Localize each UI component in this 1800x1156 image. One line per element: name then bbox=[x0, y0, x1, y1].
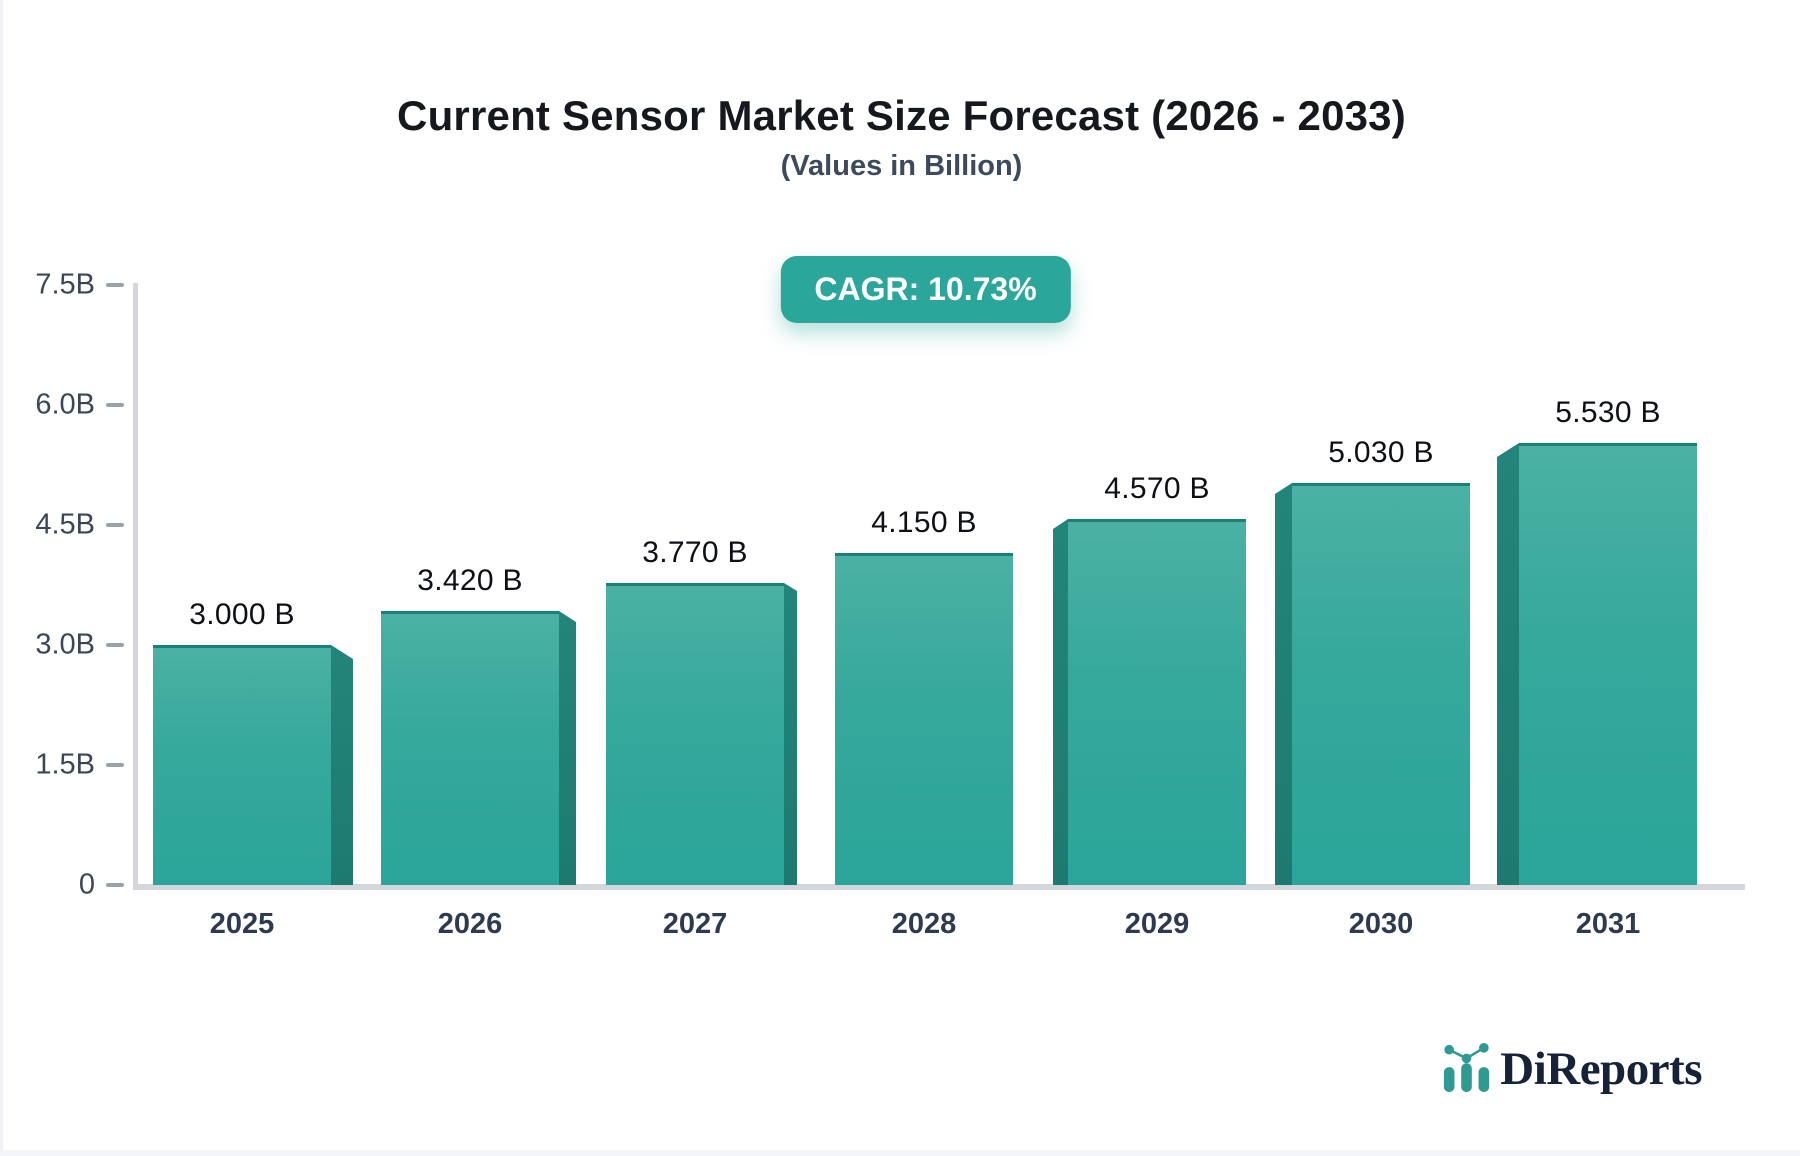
x-tick-label-2030: 2030 bbox=[1348, 908, 1414, 940]
y-tick-dash-4 bbox=[106, 763, 124, 767]
bar-value-label-2031: 5.530 B bbox=[1555, 396, 1661, 429]
bar-2028 bbox=[835, 553, 1013, 885]
bar-side-face-2030 bbox=[1275, 483, 1292, 885]
y-tick-dash-2 bbox=[106, 523, 124, 527]
bar-side-face-2026 bbox=[559, 611, 576, 885]
y-tick-dash-1 bbox=[106, 403, 124, 407]
y-tick-label-4: 1.5B bbox=[35, 748, 95, 781]
y-tick-dash-5 bbox=[106, 883, 124, 887]
cagr-badge: CAGR: 10.73% bbox=[780, 256, 1071, 323]
x-axis-line bbox=[133, 884, 1745, 890]
x-tick-label-2031: 2031 bbox=[1575, 908, 1641, 940]
brand-logo-text: DiReports bbox=[1500, 1043, 1702, 1095]
chart-subtitle: (Values in Billion) bbox=[780, 150, 1023, 182]
chart-title: Current Sensor Market Size Forecast (202… bbox=[397, 92, 1406, 139]
x-tick-label-2028: 2028 bbox=[891, 908, 957, 940]
bar-side-face-2031 bbox=[1497, 443, 1519, 885]
y-tick-label-5: 0 bbox=[78, 868, 95, 901]
bar-value-label-2026: 3.420 B bbox=[417, 564, 523, 597]
bar-value-label-2027: 3.770 B bbox=[642, 536, 748, 569]
bar-side-face-2029 bbox=[1053, 519, 1068, 885]
bar-2029 bbox=[1068, 519, 1246, 885]
x-tick-label-2027: 2027 bbox=[662, 908, 728, 940]
y-tick-label-1: 6.0B bbox=[35, 388, 95, 421]
x-tick-label-2029: 2029 bbox=[1124, 908, 1190, 940]
bar-value-label-2030: 5.030 B bbox=[1328, 436, 1434, 469]
bar-2027 bbox=[606, 583, 784, 885]
y-tick-dash-0 bbox=[106, 283, 124, 287]
bar-side-face-2025 bbox=[331, 645, 353, 885]
y-axis-line bbox=[133, 283, 138, 890]
bar-value-label-2028: 4.150 B bbox=[871, 506, 977, 539]
x-tick-label-2026: 2026 bbox=[437, 908, 503, 940]
brand-logo: DiReports bbox=[1441, 1042, 1702, 1096]
bar-2025 bbox=[153, 645, 331, 885]
y-tick-dash-3 bbox=[106, 643, 124, 647]
bar-value-label-2029: 4.570 B bbox=[1104, 472, 1210, 505]
bar-value-label-2025: 3.000 B bbox=[189, 598, 295, 631]
bar-side-face-2027 bbox=[784, 583, 797, 885]
bar-2031 bbox=[1519, 443, 1697, 885]
x-tick-label-2025: 2025 bbox=[209, 908, 275, 940]
y-tick-label-3: 3.0B bbox=[35, 628, 95, 661]
bar-2026 bbox=[381, 611, 559, 885]
bar-chart-logo-icon bbox=[1444, 1043, 1490, 1093]
y-tick-label-2: 4.5B bbox=[35, 508, 95, 541]
y-tick-label-0: 7.5B bbox=[35, 268, 95, 301]
bar-2030 bbox=[1292, 483, 1470, 885]
